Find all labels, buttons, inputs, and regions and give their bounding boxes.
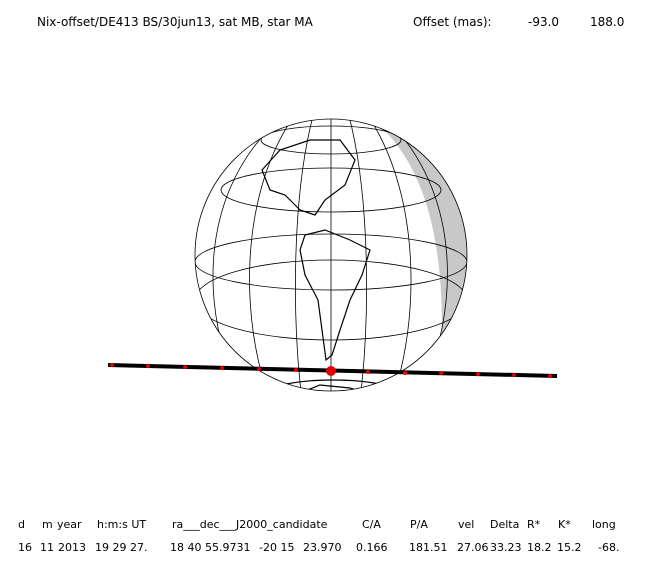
table-cell: 23.970 bbox=[303, 541, 342, 554]
time-dot bbox=[110, 363, 114, 367]
map-title: Nix-offset/DE413 BS/30jun13, sat MB, sta… bbox=[37, 15, 314, 29]
table-cell: 19 29 27. bbox=[95, 541, 147, 554]
table-header-cell: C/A bbox=[362, 518, 381, 531]
offset-ra: -93.0 bbox=[528, 15, 559, 29]
time-dot bbox=[183, 365, 187, 369]
time-dot bbox=[548, 374, 552, 378]
meridian bbox=[212, 127, 271, 391]
north-america bbox=[261, 139, 356, 216]
time-dot bbox=[439, 371, 443, 375]
table-header-cell: P/A bbox=[410, 518, 428, 531]
south-america bbox=[299, 229, 371, 362]
closest-approach bbox=[326, 366, 336, 376]
table-header-cell: year bbox=[57, 518, 82, 531]
table-cell: 18.2 bbox=[527, 541, 552, 554]
table-header-cell: vel bbox=[458, 518, 474, 531]
table-cell: 15.2 bbox=[557, 541, 582, 554]
table-cell: 0.166 bbox=[356, 541, 388, 554]
time-dot bbox=[366, 370, 370, 374]
table-cell: 2013 bbox=[58, 541, 86, 554]
table-cell: 16 bbox=[18, 541, 32, 554]
table-header-cell: ra___dec___J2000_candidate bbox=[172, 518, 328, 531]
table-header-cell: m bbox=[42, 518, 53, 531]
meridian bbox=[349, 119, 367, 391]
time-dot bbox=[294, 368, 298, 372]
offset-label: Offset (mas): bbox=[413, 15, 492, 29]
table-cell: 18 40 55.9731 bbox=[170, 541, 250, 554]
antarctica-coast bbox=[293, 384, 382, 391]
table-header-cell: R* bbox=[527, 518, 541, 531]
table-cell: -20 15 bbox=[259, 541, 294, 554]
time-dot bbox=[403, 371, 407, 375]
antarctica bbox=[262, 379, 404, 391]
time-dot bbox=[146, 364, 150, 368]
meridian bbox=[295, 119, 313, 391]
table-header-cell: long bbox=[592, 518, 616, 531]
meridian bbox=[249, 121, 291, 391]
table-cell: 33.23 bbox=[490, 541, 522, 554]
time-dot bbox=[512, 373, 516, 377]
table-cell: 181.51 bbox=[409, 541, 448, 554]
table-cell: 11 bbox=[40, 541, 54, 554]
time-dot bbox=[220, 366, 224, 370]
table-header-cell: Delta bbox=[490, 518, 519, 531]
time-dot bbox=[257, 367, 261, 371]
table-header-cell: h:m:s UT bbox=[97, 518, 146, 531]
table-cell: -68. bbox=[598, 541, 619, 554]
table-cell: 27.06 bbox=[457, 541, 489, 554]
track-dots bbox=[110, 363, 552, 378]
table-header-cell: K* bbox=[558, 518, 571, 531]
globe-outline bbox=[194, 118, 468, 392]
offset-dec: 188.0 bbox=[590, 15, 624, 29]
table-header-cell: d bbox=[18, 518, 25, 531]
meridian bbox=[371, 121, 412, 391]
shadow-track bbox=[107, 363, 558, 378]
time-dot bbox=[476, 372, 480, 376]
data-table: d m year h:m:s UT ra___dec___J2000_candidate… bbox=[18, 518, 619, 554]
